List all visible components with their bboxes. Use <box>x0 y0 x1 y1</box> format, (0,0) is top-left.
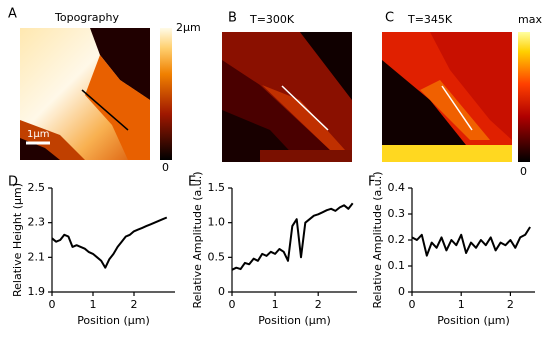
colorbar-label: 2μm <box>176 21 201 34</box>
scale-bar-label: 1μm <box>27 129 49 140</box>
x-axis-label: Position (μm) <box>437 314 510 327</box>
amplitude-image <box>222 32 352 162</box>
y-tick-label: 2.5 <box>28 181 46 194</box>
x-tick-label: 0 <box>49 298 56 311</box>
y-tick-label: 0 <box>218 285 225 298</box>
y-tick-label: 1.5 <box>208 181 226 194</box>
panel-label: C <box>385 11 394 26</box>
x-tick-label: 0 <box>229 298 236 311</box>
x-tick-label: 2 <box>507 298 514 311</box>
y-tick-label: 2.3 <box>28 216 46 229</box>
colorbar-label: max <box>518 13 542 26</box>
image-title: T=300K <box>249 13 295 26</box>
data-line <box>51 216 168 269</box>
panel-label: D <box>8 175 18 190</box>
x-tick-label: 0 <box>409 298 416 311</box>
y-axis-label: Relative Amplitude (a.u.) <box>371 171 384 308</box>
x-tick-label: 1 <box>272 298 279 311</box>
y-tick-label: 1.9 <box>28 285 46 298</box>
y-tick-label: 0.1 <box>388 259 406 272</box>
x-tick-label: 2 <box>131 298 138 311</box>
data-line <box>231 202 354 271</box>
y-tick-label: 2.1 <box>28 250 46 263</box>
y-tick-label: 0 <box>398 285 405 298</box>
panel-label: B <box>228 11 237 26</box>
y-tick-label: 1.0 <box>208 216 226 229</box>
topography-image <box>20 28 150 160</box>
colorbar <box>160 28 172 160</box>
x-tick-label: 1 <box>90 298 97 311</box>
colorbar-label: 0 <box>162 161 169 174</box>
x-tick-label: 1 <box>458 298 465 311</box>
x-axis-label: Position (μm) <box>77 314 150 327</box>
image-title: Topography <box>54 11 119 24</box>
panel-label: F <box>368 175 375 190</box>
panel-label: A <box>8 7 17 22</box>
amplitude-image <box>382 32 512 162</box>
y-tick-label: 0.3 <box>388 207 406 220</box>
y-axis-label: Relative Amplitude (a.u.) <box>191 171 204 308</box>
data-line <box>411 226 531 257</box>
x-axis-label: Position (μm) <box>258 314 331 327</box>
panel-label: E <box>188 175 196 190</box>
y-tick-label: 0.5 <box>208 250 226 263</box>
y-tick-label: 0.2 <box>388 233 406 246</box>
x-tick-label: 2 <box>315 298 322 311</box>
y-tick-label: 0.4 <box>388 181 406 194</box>
image-title: T=345K <box>407 13 453 26</box>
colorbar <box>518 32 530 162</box>
colorbar-label: 0 <box>520 165 527 178</box>
y-axis-label: Relative Height (μm) <box>11 183 24 297</box>
